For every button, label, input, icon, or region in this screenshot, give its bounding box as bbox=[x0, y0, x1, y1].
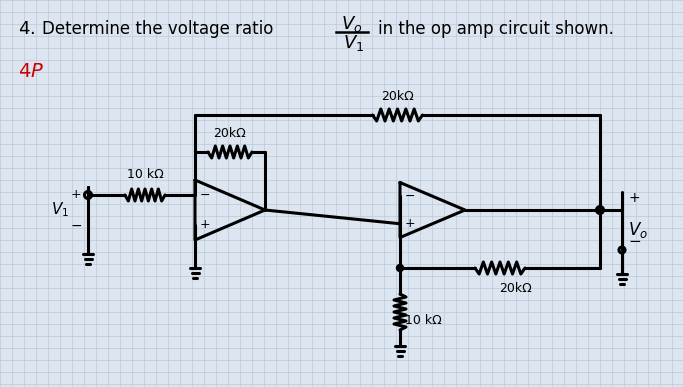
Circle shape bbox=[397, 264, 404, 272]
Text: 20kΩ: 20kΩ bbox=[214, 127, 247, 140]
Text: in the op amp circuit shown.: in the op amp circuit shown. bbox=[378, 20, 614, 38]
Text: +: + bbox=[70, 187, 81, 200]
Text: $V_1$: $V_1$ bbox=[344, 33, 365, 53]
Text: 20kΩ: 20kΩ bbox=[381, 90, 414, 103]
Text: 10 kΩ: 10 kΩ bbox=[405, 313, 442, 327]
Text: +: + bbox=[199, 219, 210, 231]
Text: −: − bbox=[628, 235, 641, 250]
Text: 10 kΩ: 10 kΩ bbox=[126, 168, 163, 181]
Text: $4P$: $4P$ bbox=[18, 62, 44, 81]
Text: $V_1$: $V_1$ bbox=[51, 200, 69, 219]
Text: +: + bbox=[628, 191, 639, 205]
Text: −: − bbox=[70, 219, 82, 233]
Text: $V_o$: $V_o$ bbox=[342, 14, 363, 34]
Text: $4.$: $4.$ bbox=[18, 20, 36, 38]
Text: $V_o$: $V_o$ bbox=[628, 220, 648, 240]
Text: +: + bbox=[405, 217, 415, 230]
Text: −: − bbox=[199, 188, 210, 202]
Text: 20kΩ: 20kΩ bbox=[499, 282, 531, 295]
Text: Determine the voltage ratio: Determine the voltage ratio bbox=[42, 20, 273, 38]
Text: −: − bbox=[405, 190, 415, 203]
Circle shape bbox=[596, 207, 604, 214]
